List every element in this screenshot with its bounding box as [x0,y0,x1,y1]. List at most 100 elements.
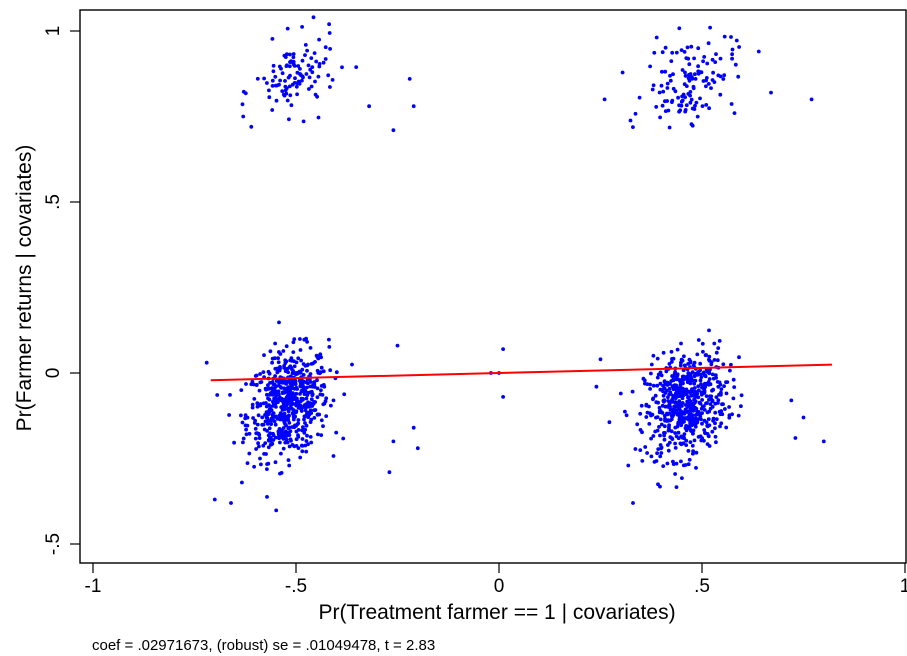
scatter-point [651,396,656,401]
scatter-point [318,370,323,375]
scatter-point [293,76,297,81]
scatter-point [670,414,675,419]
scatter-point [299,383,304,388]
scatter-point [301,362,306,366]
scatter-point [263,419,268,424]
scatter-point [302,392,307,396]
scatter-point [265,392,269,397]
fit-line [210,363,832,382]
scatter-point [649,454,654,459]
scatter-point [708,394,712,399]
scatter-point [304,439,309,443]
scatter-point [309,397,314,402]
scatter-point [696,64,700,69]
scatter-point [692,401,696,406]
scatter-point [262,452,266,456]
scatter-point [271,411,276,416]
scatter-point [323,399,328,404]
scatter-point [301,425,305,430]
scatter-point [298,392,302,396]
scatter-point [411,425,416,430]
scatter-point [274,384,278,389]
scatter-point [713,373,718,377]
scatter-point [673,472,677,476]
scatter-point [251,416,256,420]
y-tick-label: 0 [43,368,64,379]
scatter-point [288,387,292,392]
scatter-point [265,467,269,471]
scatter-point [692,381,697,386]
scatter-point [679,423,683,428]
scatter-point [287,400,292,405]
scatter-point [682,354,686,359]
scatter-point [705,410,710,415]
scatter-point [249,124,254,129]
scatter-point [708,382,713,387]
scatter-point [690,75,694,79]
scatter-point [303,427,308,432]
scatter-point [658,370,663,375]
scatter-point [279,398,283,403]
scatter-point [296,79,301,84]
scatter-point [276,398,281,402]
scatter-point [699,382,703,386]
scatter-point [665,81,670,86]
scatter-point [686,395,690,400]
scatter-point [241,114,246,119]
scatter-point [662,424,667,429]
scatter-point [656,400,660,405]
scatter-point [789,398,794,403]
scatter-point [702,408,707,412]
scatter-point [265,416,270,421]
scatter-point [713,421,717,426]
scatter-point [696,338,701,342]
scatter-point [674,434,679,439]
scatter-point [821,439,826,444]
scatter-point [692,386,697,390]
scatter-point [253,426,258,431]
scatter-point [310,65,315,69]
scatter-point [643,381,647,386]
scatter-point [683,74,688,78]
scatter-point [729,102,734,106]
scatter-point [704,76,709,80]
scatter-point [694,395,699,399]
scatter-point [719,387,724,391]
scatter-point [705,61,710,66]
scatter-point [256,441,260,446]
scatter-point [728,368,732,373]
scatter-point [387,470,392,475]
scatter-point [296,418,301,422]
scatter-point [330,78,335,82]
scatter-point [243,423,248,428]
scatter-point [274,508,279,513]
scatter-point [659,451,664,455]
scatter-point [731,396,736,401]
scatter-point [258,456,262,461]
scatter-point [288,52,292,57]
scatter-point [276,360,281,365]
scatter-point [677,399,682,403]
scatter-point [679,386,684,391]
scatter-point [279,66,283,71]
scatter-point [305,433,309,438]
scatter-point [245,461,250,465]
scatter-point [666,395,670,400]
scatter-point [295,399,300,404]
scatter-point [679,442,684,447]
scatter-point [676,421,680,426]
scatter-point [367,104,371,109]
scatter-point [702,418,707,423]
scatter-point [311,15,316,20]
scatter-point [257,388,262,393]
scatter-point [292,81,297,85]
scatter-point [649,362,654,367]
scatter-point [689,44,694,49]
scatter-point [288,93,293,98]
scatter-point [321,424,325,428]
y-axis: -.5 0 .5 1 [43,26,80,555]
scatter-point [301,373,306,377]
scatter-point [278,385,283,389]
scatter-point [280,416,285,421]
